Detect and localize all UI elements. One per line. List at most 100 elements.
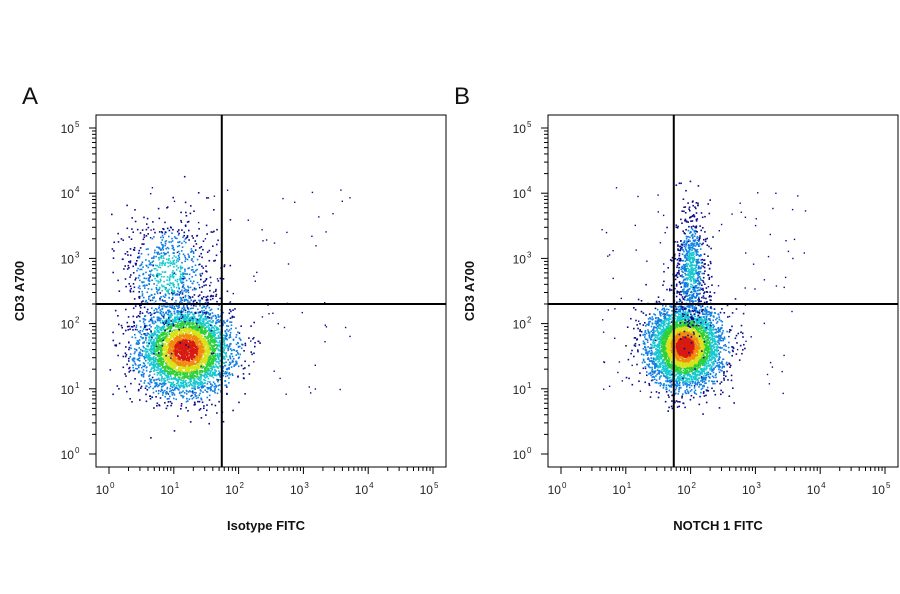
event-dot <box>174 376 177 378</box>
event-dot <box>214 383 216 385</box>
event-dot <box>163 384 166 386</box>
event-dot <box>153 339 155 341</box>
event-dot <box>176 278 179 281</box>
event-dot <box>188 333 190 335</box>
event-dot <box>227 330 230 333</box>
event-dot <box>127 254 129 256</box>
event-dot <box>175 382 178 385</box>
event-dot <box>183 348 185 351</box>
event-dot <box>184 338 187 341</box>
event-dot <box>185 331 187 334</box>
event-dot <box>218 400 220 403</box>
event-dot <box>171 333 173 335</box>
event-dot <box>159 369 162 372</box>
event-dot <box>208 336 211 338</box>
event-dot <box>153 340 155 343</box>
event-dot <box>155 338 158 340</box>
event-dot <box>198 335 200 338</box>
event-dot <box>198 358 200 360</box>
event-dot <box>124 373 126 375</box>
event-dot <box>208 399 211 401</box>
event-dot <box>149 324 151 326</box>
event-dot <box>223 372 226 375</box>
event-dot <box>193 294 196 296</box>
event-dot <box>232 339 235 341</box>
event-dot <box>168 360 170 363</box>
event-dot <box>205 284 207 286</box>
event-dot <box>217 384 220 387</box>
event-dot <box>201 325 204 328</box>
event-dot <box>183 290 186 292</box>
event-dot <box>147 233 149 235</box>
event-dot <box>193 355 195 357</box>
event-dot <box>186 351 189 353</box>
event-dot <box>157 366 159 369</box>
event-dot <box>186 273 188 275</box>
event-dot <box>193 331 195 334</box>
event-dot <box>197 347 199 350</box>
event-dot <box>190 327 193 329</box>
event-dot <box>204 343 207 345</box>
event-dot <box>150 264 152 266</box>
event-dot <box>182 367 184 370</box>
event-dot <box>158 307 160 309</box>
event-dot <box>153 322 155 325</box>
event-dot <box>128 348 130 351</box>
event-dot <box>183 287 186 289</box>
event-dot <box>183 322 185 324</box>
event-dot <box>212 334 215 336</box>
event-dot <box>177 356 179 359</box>
event-dot <box>208 326 210 329</box>
event-dot <box>178 363 180 366</box>
event-dot <box>132 283 135 285</box>
event-dot <box>171 386 174 388</box>
event-dot <box>189 380 192 382</box>
event-dot <box>189 336 191 339</box>
event-dot <box>226 328 228 331</box>
event-dot <box>164 335 167 337</box>
event-dot <box>155 369 158 371</box>
event-dot <box>176 387 178 389</box>
event-dot <box>200 376 202 378</box>
event-dot <box>166 324 168 327</box>
event-dot <box>196 318 199 321</box>
event-dot <box>235 327 237 329</box>
event-dot <box>206 409 208 412</box>
event-dot <box>203 339 205 341</box>
event-dot <box>132 315 135 318</box>
event-dot <box>198 318 201 320</box>
event-dot <box>183 315 186 317</box>
event-dot <box>182 321 184 323</box>
event-dot <box>196 373 199 375</box>
event-dot <box>189 375 192 378</box>
event-dot <box>187 299 189 302</box>
event-dot <box>130 238 133 240</box>
event-dot <box>212 326 215 329</box>
event-dot <box>129 261 132 264</box>
event-dot <box>160 374 162 376</box>
event-dot <box>239 353 241 356</box>
event-dot <box>238 332 241 334</box>
event-dot <box>198 367 200 370</box>
event-dot <box>187 334 190 337</box>
event-dot <box>160 367 162 370</box>
event-dot <box>222 323 224 326</box>
event-dot <box>176 368 178 371</box>
event-dot <box>185 366 187 368</box>
event-dot <box>207 370 209 373</box>
event-dot <box>184 296 187 298</box>
event-dot <box>173 312 176 314</box>
event-dot <box>128 371 130 373</box>
event-dot <box>146 357 149 359</box>
panel-a: A 100 101 102 103 104 105 100101102103104105 … <box>12 83 447 533</box>
event-dot <box>200 375 202 377</box>
event-dot <box>173 374 176 376</box>
event-dot <box>156 269 159 272</box>
event-dot <box>202 267 205 269</box>
event-dot <box>163 333 165 335</box>
event-dot <box>178 232 180 235</box>
event-dot <box>173 236 176 238</box>
event-dot <box>189 280 192 282</box>
event-dot <box>185 393 188 395</box>
event-dot <box>166 405 169 407</box>
